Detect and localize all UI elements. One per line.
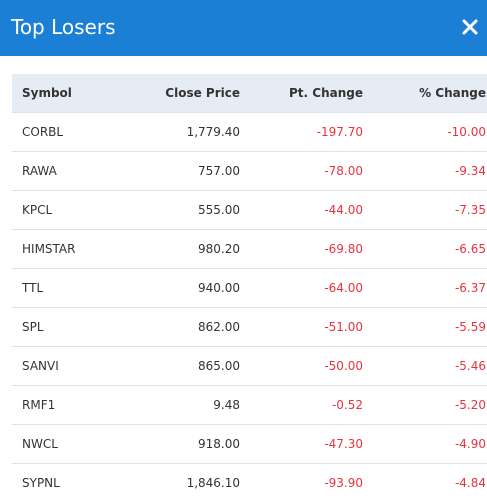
table-row[interactable]: KPCL 555.00 -44.00 -7.35 — [12, 190, 487, 230]
column-header-close-price: Close Price — [134, 74, 240, 113]
pt-change-cell: -47.30 — [240, 424, 363, 464]
symbol-cell: SPL — [12, 307, 134, 347]
table-row[interactable]: SYPNL 1,846.10 -93.90 -4.84 — [12, 463, 487, 501]
column-header-symbol: Symbol — [12, 74, 134, 113]
column-header-pct-change: % Change — [363, 74, 487, 113]
pt-change-cell: -93.90 — [240, 463, 363, 501]
close-price-cell: 555.00 — [134, 190, 240, 230]
pt-change-cell: -51.00 — [240, 307, 363, 347]
close-price-cell: 1,779.40 — [134, 112, 240, 152]
losers-table-container: Symbol Close Price Pt. Change % Change C… — [12, 74, 487, 501]
pct-change-cell: -6.65 — [363, 229, 487, 269]
pct-change-cell: -5.59 — [363, 307, 487, 347]
symbol-cell: SYPNL — [12, 463, 134, 501]
pct-change-cell: -4.84 — [363, 463, 487, 501]
close-icon[interactable] — [459, 16, 481, 38]
symbol-cell: SANVI — [12, 346, 134, 386]
symbol-cell: NWCL — [12, 424, 134, 464]
pt-change-cell: -44.00 — [240, 190, 363, 230]
pct-change-cell: -9.34 — [363, 151, 487, 191]
table-row[interactable]: RAWA 757.00 -78.00 -9.34 — [12, 151, 487, 191]
close-button[interactable] — [459, 16, 481, 38]
close-price-cell: 980.20 — [134, 229, 240, 269]
close-price-cell: 757.00 — [134, 151, 240, 191]
symbol-cell: KPCL — [12, 190, 134, 230]
close-price-cell: 918.00 — [134, 424, 240, 464]
table-row[interactable]: RMF1 9.48 -0.52 -5.20 — [12, 385, 487, 425]
symbol-cell: RMF1 — [12, 385, 134, 425]
pct-change-cell: -5.20 — [363, 385, 487, 425]
close-price-cell: 940.00 — [134, 268, 240, 308]
pt-change-cell: -78.00 — [240, 151, 363, 191]
pt-change-cell: -0.52 — [240, 385, 363, 425]
symbol-cell: CORBL — [12, 112, 134, 152]
close-price-cell: 9.48 — [134, 385, 240, 425]
modal-header: Top Losers — [0, 0, 487, 56]
pct-change-cell: -7.35 — [363, 190, 487, 230]
table-row[interactable]: HIMSTAR 980.20 -69.80 -6.65 — [12, 229, 487, 269]
close-price-cell: 862.00 — [134, 307, 240, 347]
pct-change-cell: -10.00 — [363, 112, 487, 152]
modal-title: Top Losers — [11, 15, 116, 39]
column-header-pt-change: Pt. Change — [240, 74, 363, 113]
symbol-cell: HIMSTAR — [12, 229, 134, 269]
symbol-cell: TTL — [12, 268, 134, 308]
pct-change-cell: -6.37 — [363, 268, 487, 308]
pt-change-cell: -50.00 — [240, 346, 363, 386]
close-price-cell: 1,846.10 — [134, 463, 240, 501]
pct-change-cell: -5.46 — [363, 346, 487, 386]
symbol-cell: RAWA — [12, 151, 134, 191]
pt-change-cell: -64.00 — [240, 268, 363, 308]
close-price-cell: 865.00 — [134, 346, 240, 386]
pt-change-cell: -197.70 — [240, 112, 363, 152]
table-row[interactable]: NWCL 918.00 -47.30 -4.90 — [12, 424, 487, 464]
table-row[interactable]: SANVI 865.00 -50.00 -5.46 — [12, 346, 487, 386]
pt-change-cell: -69.80 — [240, 229, 363, 269]
table-row[interactable]: TTL 940.00 -64.00 -6.37 — [12, 268, 487, 308]
losers-table: Symbol Close Price Pt. Change % Change C… — [12, 74, 487, 501]
pct-change-cell: -4.90 — [363, 424, 487, 464]
table-header-row: Symbol Close Price Pt. Change % Change — [12, 74, 487, 113]
table-row[interactable]: CORBL 1,779.40 -197.70 -10.00 — [12, 112, 487, 152]
table-row[interactable]: SPL 862.00 -51.00 -5.59 — [12, 307, 487, 347]
